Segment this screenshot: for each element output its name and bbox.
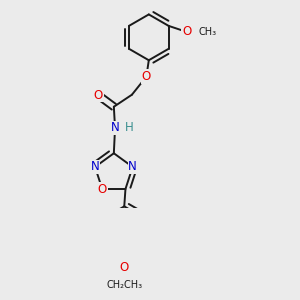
Text: N: N	[128, 160, 137, 173]
Text: O: O	[120, 261, 129, 274]
Text: O: O	[142, 70, 151, 83]
Text: O: O	[98, 182, 107, 196]
Text: CH₂CH₃: CH₂CH₃	[106, 280, 142, 290]
Text: O: O	[182, 26, 191, 38]
Text: O: O	[94, 89, 103, 102]
Text: N: N	[111, 122, 119, 134]
Text: N: N	[91, 160, 99, 173]
Text: H: H	[125, 122, 134, 134]
Text: CH₃: CH₃	[198, 27, 216, 37]
